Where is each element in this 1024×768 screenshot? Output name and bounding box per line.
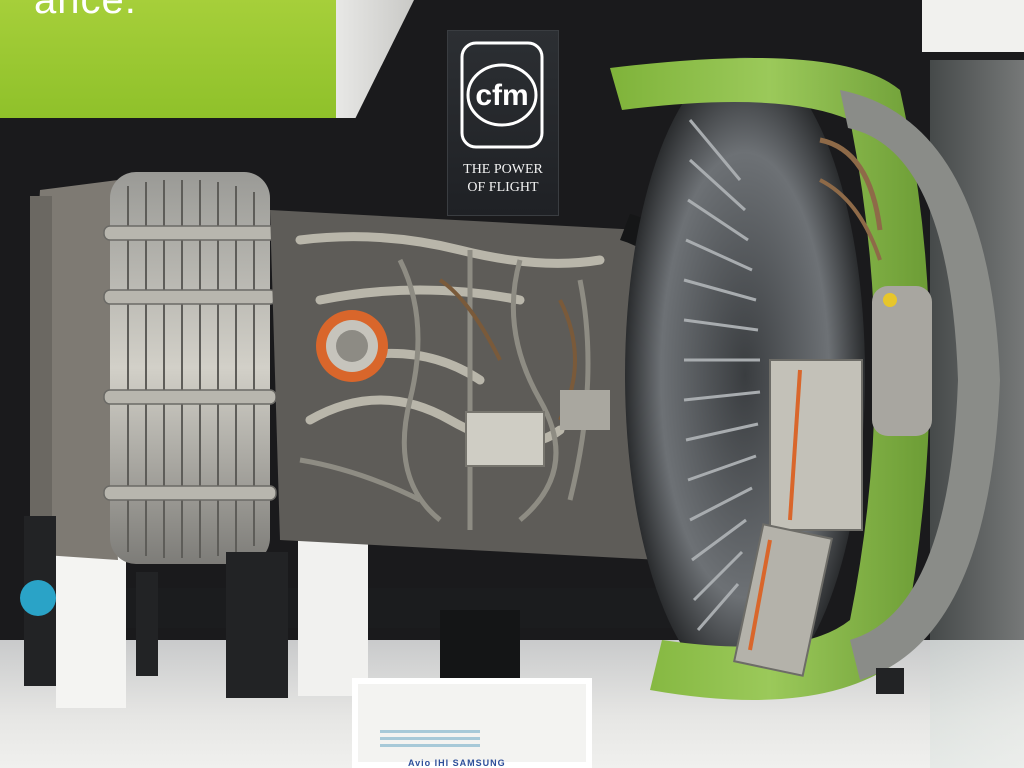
cfm-sign: cfm THE POWER OF FLIGHT (447, 30, 559, 216)
visitor-bag (20, 580, 56, 616)
cfm-tagline: THE POWER OF FLIGHT (448, 161, 558, 197)
exhaust-port-ring (316, 310, 388, 382)
center-stand (298, 540, 368, 696)
fan-case (610, 57, 1000, 700)
exhaust-section (30, 172, 277, 564)
engine-core (270, 210, 660, 560)
tagline-line-1: THE POWER (463, 162, 543, 177)
exhibit-placard: Avio IHI SAMSUNG (352, 678, 592, 768)
green-banner: ance. (0, 0, 336, 118)
cfm-logo: cfm (460, 41, 544, 149)
placard-sponsor-logos: Avio IHI SAMSUNG (408, 758, 506, 768)
banner-text: ance. (34, 0, 137, 22)
placard-text-lines (380, 730, 480, 751)
cfm-logo-text: cfm (475, 79, 528, 112)
right-banner-panel (922, 0, 1024, 52)
left-stand (56, 548, 126, 708)
tagline-line-2: OF FLIGHT (467, 180, 539, 195)
support-pedestal (440, 610, 520, 678)
support-beam (112, 588, 672, 628)
